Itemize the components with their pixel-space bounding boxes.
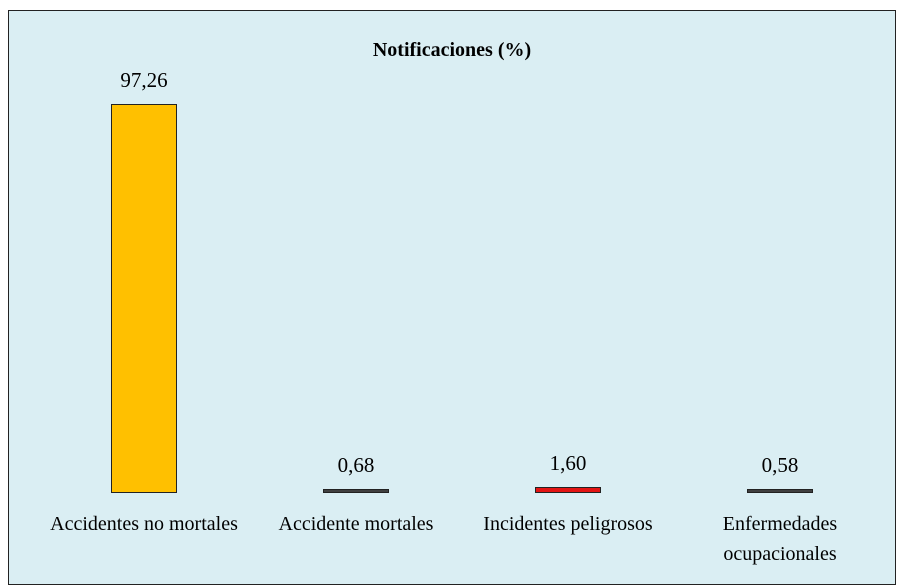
chart-title: Notificaciones (%)	[372, 39, 532, 61]
bar	[535, 486, 601, 493]
x-tick-label: Accidentes no mortales	[50, 513, 238, 535]
data-label: 0,68	[337, 453, 375, 477]
x-tick-label: Accidente mortales	[278, 513, 434, 535]
bar	[323, 489, 389, 493]
data-label: 97,26	[120, 68, 168, 92]
bar	[111, 104, 177, 493]
chart: Notificaciones (%) 97,26 Accidentes no mo…	[8, 10, 896, 585]
data-label: 1,60	[549, 450, 587, 475]
data-label: 0,58	[761, 453, 799, 477]
x-tick-label: Incidentes peligrosos	[483, 513, 653, 535]
x-tick-label: Enfermedades ocupacionales	[722, 513, 838, 565]
bar	[747, 489, 813, 493]
